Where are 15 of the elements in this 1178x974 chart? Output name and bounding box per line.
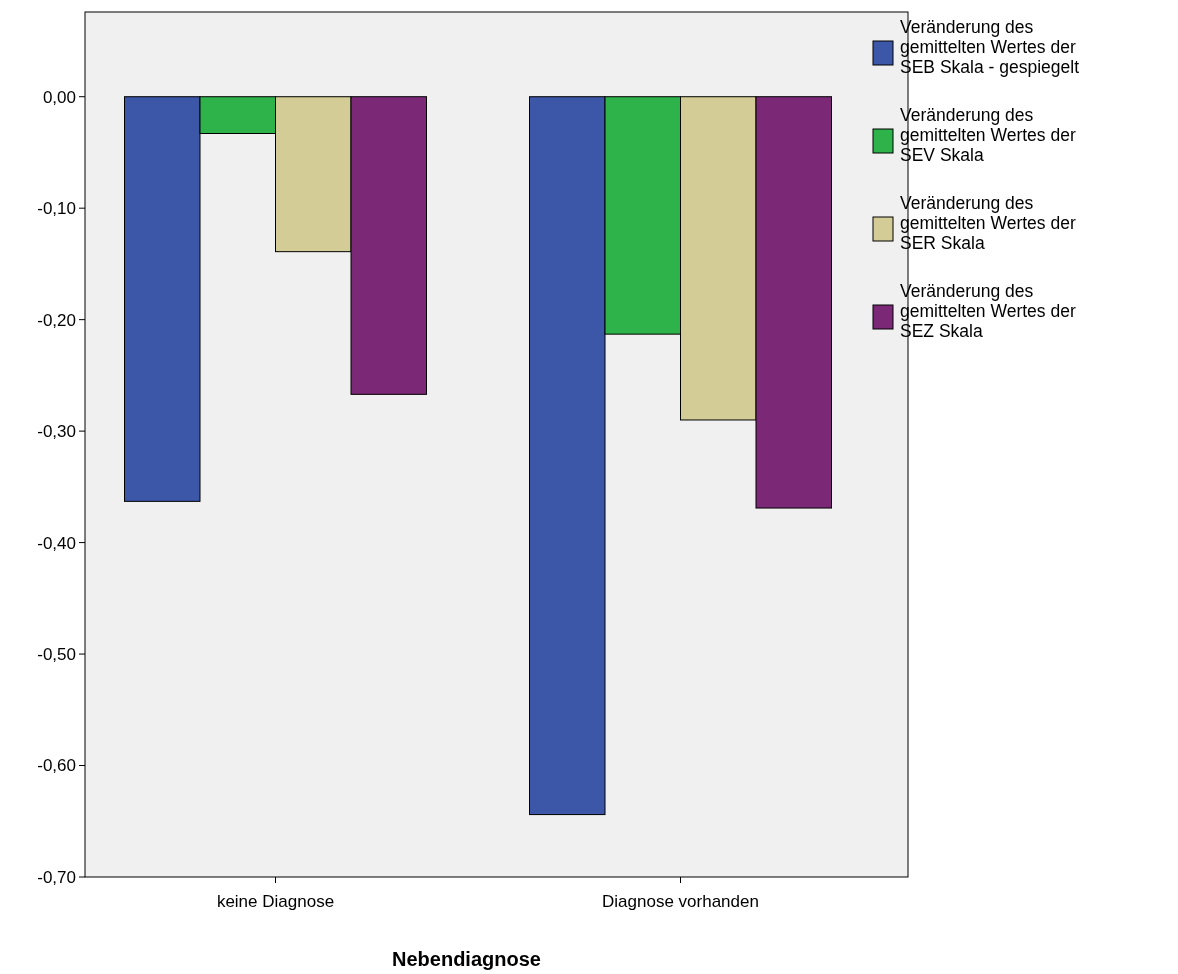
x-tick-label: keine Diagnose — [216, 892, 335, 911]
legend-label: Veränderung des gemittelten Wertes der SEB Skala - gespiegelt — [900, 17, 1080, 77]
y-tick-label: -0,30 — [37, 422, 76, 442]
y-tick-label: -0,60 — [37, 756, 76, 776]
y-tick-label: -0,20 — [37, 310, 76, 330]
y-tick-label: -0,40 — [37, 533, 76, 553]
legend-label: Veränderung des gemittelten Wertes der SER Skala — [900, 193, 1076, 253]
y-tick-label: -0,50 — [37, 645, 76, 665]
y-tick-label: -0,70 — [37, 867, 76, 887]
legend-label: Veränderung des gemittelten Wertes der SEZ Skala — [900, 281, 1076, 341]
y-tick-label: -0,10 — [37, 199, 76, 219]
y-tick-label: 0,00 — [42, 87, 76, 107]
legend-label: Veränderung des gemittelten Wertes der SEV Skala — [900, 105, 1076, 165]
x-tick-label: Diagnose vorhanden — [602, 892, 759, 911]
x-axis-title: Nebendiagnose — [392, 948, 541, 970]
